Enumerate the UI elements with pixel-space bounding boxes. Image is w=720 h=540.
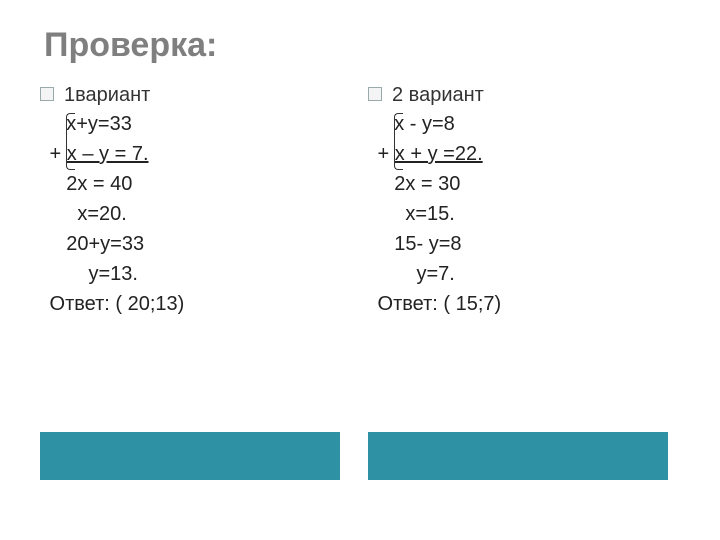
right-eq-underlined: х + у =22. [395,143,483,165]
brace-left [66,113,75,170]
right-line-4: х=15. [372,199,668,229]
bullet-row-right: 2 вариант [368,83,668,107]
left-line-3: 2х = 40 [44,169,340,199]
left-line-2: + х – у = 7. [44,139,340,169]
left-line-6: у=13. [44,259,340,289]
left-line-5: 20+у=33 [44,229,340,259]
left-line-4: х=20. [44,199,340,229]
right-line-2: + х + у =22. [372,139,668,169]
right-answer: Ответ: ( 15;7) [372,289,668,319]
right-line-1: х - у=8 [372,109,668,139]
brace-right [394,113,403,170]
columns: 1вариант х+у=33 + х – у = 7. 2х = 40 х=2… [40,83,680,319]
bullet-icon [368,87,382,101]
left-line-1: х+у=33 [44,109,340,139]
right-line-3: 2х = 30 [372,169,668,199]
slide: Проверка: 1вариант х+у=33 + х – у = 7. 2… [0,0,720,540]
column-right: 2 вариант х - у=8 + х + у =22. 2х = 30 х… [368,83,668,319]
variant-label-left: 1вариант [64,84,150,107]
right-line-5: 15- у=8 [372,229,668,259]
lines-right: х - у=8 + х + у =22. 2х = 30 х=15. 15- у… [372,109,668,319]
variant-label-right: 2 вариант [392,84,484,107]
bullet-row-left: 1вариант [40,83,340,107]
accent-bar-left [40,432,340,480]
plus-sign-right: + [372,143,395,165]
plus-sign-left: + [44,143,67,165]
accent-bar-right [368,432,668,480]
column-left: 1вариант х+у=33 + х – у = 7. 2х = 40 х=2… [40,83,340,319]
left-eq-underlined: х – у = 7. [67,143,149,165]
bottom-bars [40,432,668,480]
lines-left: х+у=33 + х – у = 7. 2х = 40 х=20. 20+у=3… [44,109,340,319]
left-answer: Ответ: ( 20;13) [44,289,340,319]
slide-title: Проверка: [44,26,680,65]
bullet-icon [40,87,54,101]
right-line-6: у=7. [372,259,668,289]
